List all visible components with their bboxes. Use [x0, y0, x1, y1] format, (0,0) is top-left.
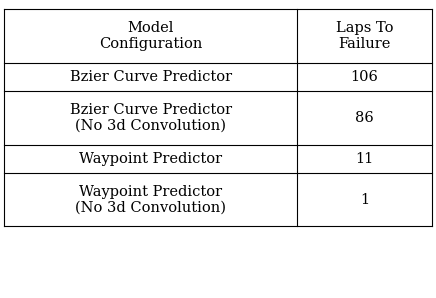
Text: 86: 86	[355, 111, 374, 125]
Text: Bzier Curve Predictor: Bzier Curve Predictor	[70, 70, 232, 84]
Text: Model
Configuration: Model Configuration	[99, 21, 202, 51]
Text: Bzier Curve Predictor
(No 3d Convolution): Bzier Curve Predictor (No 3d Convolution…	[70, 103, 232, 133]
Text: 11: 11	[355, 152, 374, 166]
Text: 1: 1	[360, 193, 369, 207]
Text: Laps To
Failure: Laps To Failure	[336, 21, 393, 51]
Text: Waypoint Predictor
(No 3d Convolution): Waypoint Predictor (No 3d Convolution)	[75, 184, 226, 215]
Text: Waypoint Predictor: Waypoint Predictor	[79, 152, 222, 166]
Text: 106: 106	[351, 70, 378, 84]
